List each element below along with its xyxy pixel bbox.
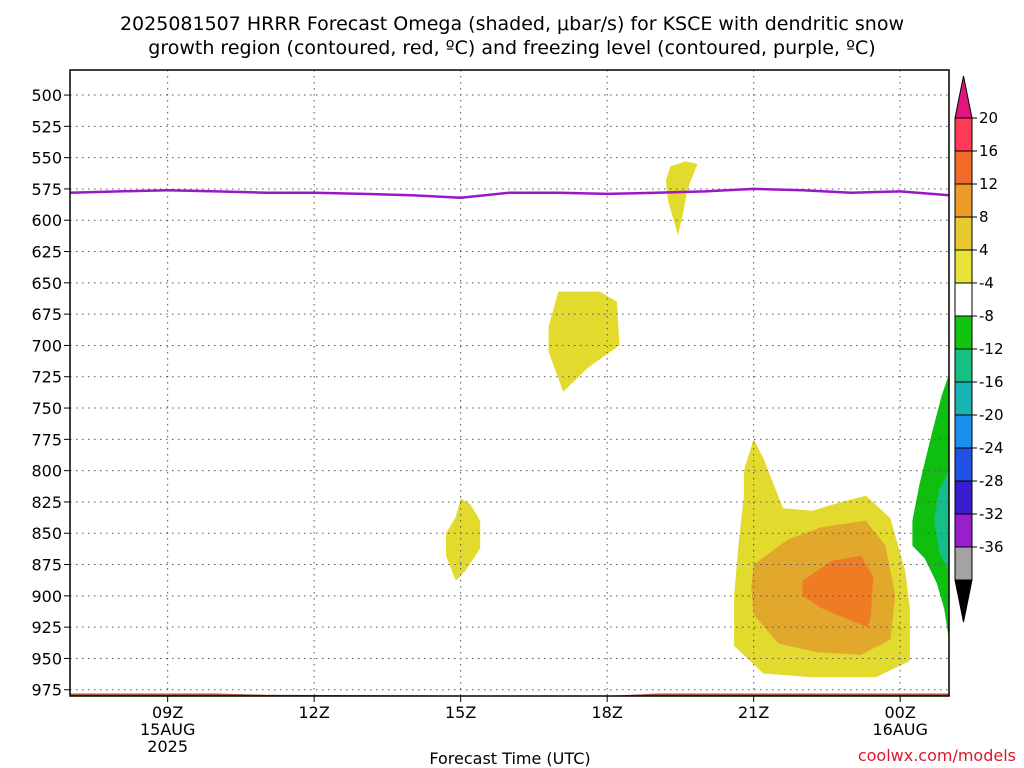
colorbar-tick-label: 16 [979,142,998,160]
chart-title-line-1: 2025081507 HRRR Forecast Omega (shaded, … [120,13,904,35]
x-tick-label: 00Z [885,703,916,722]
colorbar-tick-label: -24 [979,439,1004,457]
y-tick-label: 825 [31,493,62,512]
colorbar-tick-label: -36 [979,538,1004,556]
colorbar-swatch [954,381,973,416]
omega-shaded-regions [446,161,949,678]
colorbar-over-triangle [954,75,973,119]
colorbar-tick-label: 20 [979,109,998,127]
grid-lines [70,70,949,696]
y-tick-label: 575 [31,180,62,199]
y-tick-label: 650 [31,274,62,293]
y-tick-label: 950 [31,649,62,668]
x-axis-label: Forecast Time (UTC) [429,749,590,768]
colorbar: 20 16 12 8 4 -4 -8 -12 -16 -20 -24 -28 -32 -36 [954,75,1004,623]
colorbar-tick-label: -16 [979,373,1004,391]
x-tick-label: 21Z [738,703,769,722]
y-tick-label: 975 [31,681,62,700]
y-tick-label: 925 [31,618,62,637]
y-tick-label: 700 [31,336,62,355]
x-tick-label: 16AUG [872,720,927,739]
colorbar-swatch [954,150,973,185]
y-tick-label: 775 [31,430,62,449]
x-tick-label: 2025 [147,737,188,756]
colorbar-swatch [954,348,973,383]
x-tick-label: 09Z [152,703,183,722]
y-tick-label: 625 [31,243,62,262]
colorbar-swatch [954,216,973,251]
colorbar-swatch [954,249,973,284]
colorbar-tick-label: 4 [979,241,989,259]
colorbar-swatch [954,315,973,350]
colorbar-tick-label: -8 [979,307,994,325]
colorbar-tick-label: 12 [979,175,998,193]
colorbar-swatch [954,546,973,581]
y-tick-label: 550 [31,149,62,168]
y-tick-label: 675 [31,305,62,324]
y-tick-label: 500 [31,86,62,105]
y-tick-label: 600 [31,211,62,230]
y-tick-label: 525 [31,117,62,136]
y-tick-label: 750 [31,399,62,418]
x-tick-label: 12Z [299,703,330,722]
omega-region [446,498,481,581]
colorbar-tick-label: -32 [979,505,1004,523]
colorbar-swatch [954,513,973,548]
colorbar-tick-label: -28 [979,472,1004,490]
freezing-level-line [70,187,949,199]
credit-text: coolwx.com/models [858,746,1016,765]
colorbar-tick-label: -20 [979,406,1004,424]
colorbar-tick-label: 8 [979,208,989,226]
x-tick-label: 15Z [445,703,476,722]
y-axis-ticks: 500 525 550 575 600 625 650 675 700 725 750 775 800 8… [31,86,70,700]
omega-region [665,161,698,236]
omega-region [934,470,949,571]
omega-region [912,374,949,640]
colorbar-swatch [954,447,973,482]
omega-region [802,555,874,628]
y-tick-label: 800 [31,462,62,481]
colorbar-swatch [954,480,973,515]
colorbar-swatch [954,117,973,152]
colorbar-swatch [954,414,973,449]
y-tick-label: 875 [31,556,62,575]
colorbar-swatch [954,282,973,317]
y-tick-label: 850 [31,524,62,543]
y-tick-label: 900 [31,587,62,606]
chart-title-line-2: growth region (contoured, red, ºC) and f… [148,37,875,59]
colorbar-swatch [954,183,973,218]
y-tick-label: 725 [31,368,62,387]
x-tick-label: 18Z [592,703,623,722]
x-tick-label: 15AUG [140,720,195,739]
freezing-level-layer [70,187,949,199]
colorbar-under-triangle [954,579,973,623]
plot-frame [69,69,950,697]
omega-region [548,291,620,392]
colorbar-tick-label: -12 [979,340,1004,358]
colorbar-tick-label: -4 [979,274,994,292]
